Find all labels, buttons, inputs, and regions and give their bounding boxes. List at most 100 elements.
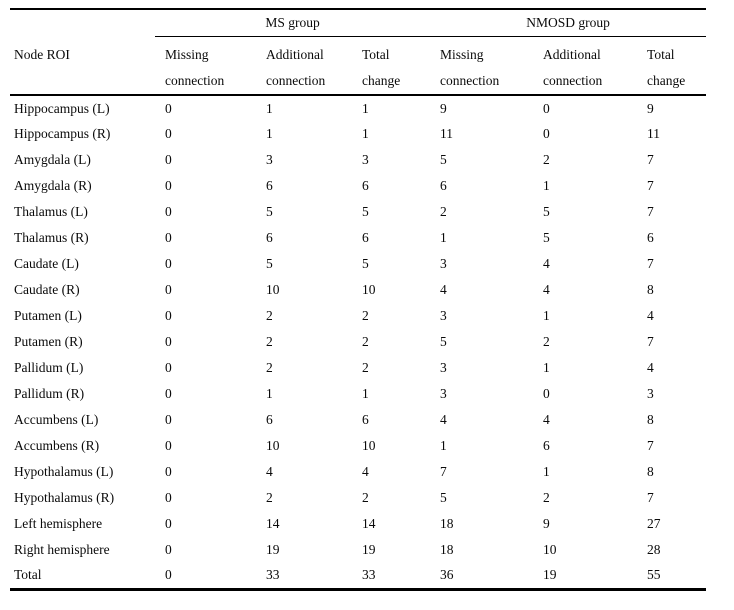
value-cell: 5 bbox=[362, 256, 369, 271]
value-cell: 14 bbox=[266, 516, 280, 531]
row-label: Hypothalamus (L) bbox=[14, 464, 114, 479]
column-header-nmosd-missing: Missing connection bbox=[430, 36, 534, 96]
value-cell: 8 bbox=[647, 464, 654, 479]
value-cell: 10 bbox=[362, 282, 376, 297]
row-label: Hippocampus (L) bbox=[14, 100, 110, 116]
value-cell: 4 bbox=[647, 360, 654, 375]
value-cell: 2 bbox=[362, 360, 369, 375]
row-label: Accumbens (L) bbox=[14, 412, 99, 427]
value-cell: 0 bbox=[165, 567, 172, 583]
table-row: Amygdala (R) 0 6 6 6 1 7 bbox=[10, 173, 706, 199]
value-cell: 0 bbox=[165, 490, 172, 505]
value-cell: 1 bbox=[266, 386, 273, 401]
value-cell: 1 bbox=[362, 386, 369, 401]
value-cell: 18 bbox=[440, 542, 454, 557]
value-cell: 5 bbox=[440, 334, 447, 349]
subheader-line: connection bbox=[440, 73, 500, 88]
value-cell: 55 bbox=[647, 567, 661, 583]
subheader-line: Additional bbox=[543, 47, 601, 62]
value-cell: 1 bbox=[543, 308, 550, 323]
value-cell: 19 bbox=[362, 542, 376, 557]
row-label: Amygdala (R) bbox=[14, 178, 92, 193]
value-cell: 5 bbox=[266, 256, 273, 271]
row-label: Amygdala (L) bbox=[14, 152, 91, 167]
value-cell: 8 bbox=[647, 282, 654, 297]
subheader-line: Missing bbox=[440, 47, 484, 62]
value-cell: 11 bbox=[440, 126, 454, 141]
value-cell: 6 bbox=[440, 178, 447, 193]
value-cell: 0 bbox=[165, 178, 172, 193]
value-cell: 36 bbox=[440, 567, 454, 583]
value-cell: 5 bbox=[266, 204, 273, 219]
table-row: Accumbens (L) 0 6 6 4 4 8 bbox=[10, 407, 706, 433]
value-cell: 1 bbox=[266, 100, 273, 116]
value-cell: 4 bbox=[647, 308, 654, 323]
value-cell: 2 bbox=[543, 334, 550, 349]
value-cell: 4 bbox=[266, 464, 273, 479]
row-label: Accumbens (R) bbox=[14, 438, 100, 453]
value-cell: 0 bbox=[165, 360, 172, 375]
value-cell: 4 bbox=[440, 412, 447, 427]
subheader-line: change bbox=[362, 73, 401, 88]
value-cell: 0 bbox=[165, 308, 172, 323]
column-header-nmosd-total: Total change bbox=[637, 36, 707, 96]
value-cell: 4 bbox=[440, 282, 447, 297]
subheader-line: connection bbox=[543, 73, 603, 88]
table-row: Hippocampus (R) 0 1 1 11 0 11 bbox=[10, 121, 706, 147]
value-cell: 7 bbox=[440, 464, 447, 479]
value-cell: 1 bbox=[543, 360, 550, 375]
value-cell: 0 bbox=[165, 542, 172, 557]
value-cell: 3 bbox=[440, 308, 447, 323]
subheader-line: Total bbox=[647, 47, 675, 62]
row-label: Pallidum (R) bbox=[14, 386, 85, 401]
table-row: Pallidum (L) 0 2 2 3 1 4 bbox=[10, 355, 706, 381]
value-cell: 7 bbox=[647, 438, 654, 453]
value-cell: 5 bbox=[440, 490, 447, 505]
value-cell: 0 bbox=[165, 464, 172, 479]
row-label: Putamen (R) bbox=[14, 334, 83, 349]
value-cell: 6 bbox=[362, 412, 369, 427]
value-cell: 6 bbox=[266, 412, 273, 427]
value-cell: 2 bbox=[266, 334, 273, 349]
value-cell: 0 bbox=[543, 126, 550, 141]
table-row: Left hemisphere 0 14 14 18 9 27 bbox=[10, 511, 706, 537]
row-label: Putamen (L) bbox=[14, 308, 82, 323]
table-row: Pallidum (R) 0 1 1 3 0 3 bbox=[10, 381, 706, 407]
value-cell: 1 bbox=[440, 438, 447, 453]
subcolumn-header-row: Missing connection Additional connection… bbox=[10, 36, 707, 96]
value-cell: 2 bbox=[362, 490, 369, 505]
value-cell: 7 bbox=[647, 490, 654, 505]
value-cell: 2 bbox=[266, 308, 273, 323]
value-cell: 6 bbox=[266, 178, 273, 193]
value-cell: 1 bbox=[543, 464, 550, 479]
value-cell: 2 bbox=[362, 334, 369, 349]
column-header-nmosd-additional: Additional connection bbox=[533, 36, 638, 96]
value-cell: 1 bbox=[362, 126, 369, 141]
value-cell: 5 bbox=[440, 152, 447, 167]
subheader-line: Additional bbox=[266, 47, 324, 62]
row-label: Thalamus (L) bbox=[14, 204, 88, 219]
value-cell: 4 bbox=[543, 412, 550, 427]
row-label: Caudate (R) bbox=[14, 282, 80, 297]
table-header: Node ROI MS group NMOSD group Missing co… bbox=[10, 9, 707, 96]
value-cell: 0 bbox=[165, 152, 172, 167]
table-row: Thalamus (R) 0 6 6 1 5 6 bbox=[10, 225, 706, 251]
column-header-node-roi: Node ROI bbox=[10, 9, 155, 96]
value-cell: 0 bbox=[543, 100, 550, 116]
value-cell: 0 bbox=[165, 126, 172, 141]
value-cell: 0 bbox=[165, 438, 172, 453]
value-cell: 0 bbox=[165, 386, 172, 401]
column-group-ms: MS group bbox=[155, 9, 431, 37]
value-cell: 3 bbox=[440, 360, 447, 375]
value-cell: 6 bbox=[647, 230, 654, 245]
row-label: Hypothalamus (R) bbox=[14, 490, 115, 505]
table-row: Amygdala (L) 0 3 3 5 2 7 bbox=[10, 147, 706, 173]
subheader-line: change bbox=[647, 73, 686, 88]
value-cell: 1 bbox=[543, 178, 550, 193]
value-cell: 8 bbox=[647, 412, 654, 427]
row-label: Left hemisphere bbox=[14, 516, 103, 531]
value-cell: 6 bbox=[543, 438, 550, 453]
value-cell: 3 bbox=[440, 256, 447, 271]
value-cell: 0 bbox=[165, 516, 172, 531]
subheader-line: Total bbox=[362, 47, 390, 62]
